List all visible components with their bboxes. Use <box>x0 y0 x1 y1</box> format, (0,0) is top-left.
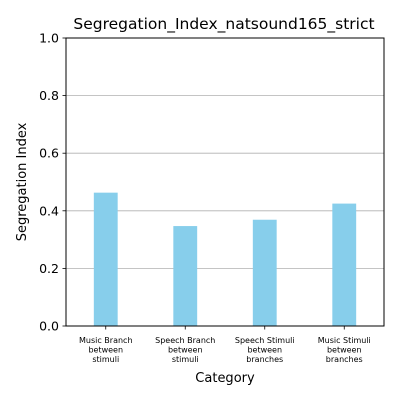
plot-frame <box>65 37 385 327</box>
y-tick-label: 0.0 <box>39 319 59 334</box>
x-tick-label-line: between <box>168 346 203 355</box>
x-tick-label-line: Speech Stimuli <box>235 336 295 345</box>
x-tick-label: Music Branch between stimuli <box>79 336 133 364</box>
x-axis-label: Category <box>195 371 255 386</box>
y-tick-label: 0.8 <box>39 88 59 103</box>
x-tick-label-line: branches <box>246 355 283 364</box>
x-tick-label-line: Speech Branch <box>155 336 215 345</box>
bar <box>173 226 198 326</box>
x-tick-label: Speech Stimuli between branches <box>235 336 295 364</box>
bar <box>93 192 118 326</box>
chart-title: Segregation_Index_natsound165_strict <box>73 15 374 34</box>
bar <box>252 219 277 326</box>
x-tick-label-line: between <box>88 346 123 355</box>
axes <box>62 37 385 330</box>
x-tick-label-line: between <box>247 346 282 355</box>
y-tick-label: 1.0 <box>39 31 59 46</box>
bar <box>332 203 357 326</box>
y-tick-label: 0.2 <box>39 261 59 276</box>
y-axis-label: Segregation Index <box>15 122 30 241</box>
bars <box>93 192 357 326</box>
x-tick-label-line: branches <box>326 355 363 364</box>
x-tick-label-line: Music Stimuli <box>318 336 371 345</box>
x-tick-label-line: between <box>327 346 362 355</box>
x-tick-label: Music Stimuli between branches <box>318 336 371 364</box>
y-tick-label: 0.4 <box>39 203 59 218</box>
x-tick-label-line: stimuli <box>172 355 199 364</box>
x-tick-label: Speech Branch between stimuli <box>155 336 215 364</box>
x-tick-label-line: stimuli <box>92 355 119 364</box>
x-tick-label-line: Music Branch <box>79 336 133 345</box>
y-tick-label: 0.6 <box>39 146 59 161</box>
